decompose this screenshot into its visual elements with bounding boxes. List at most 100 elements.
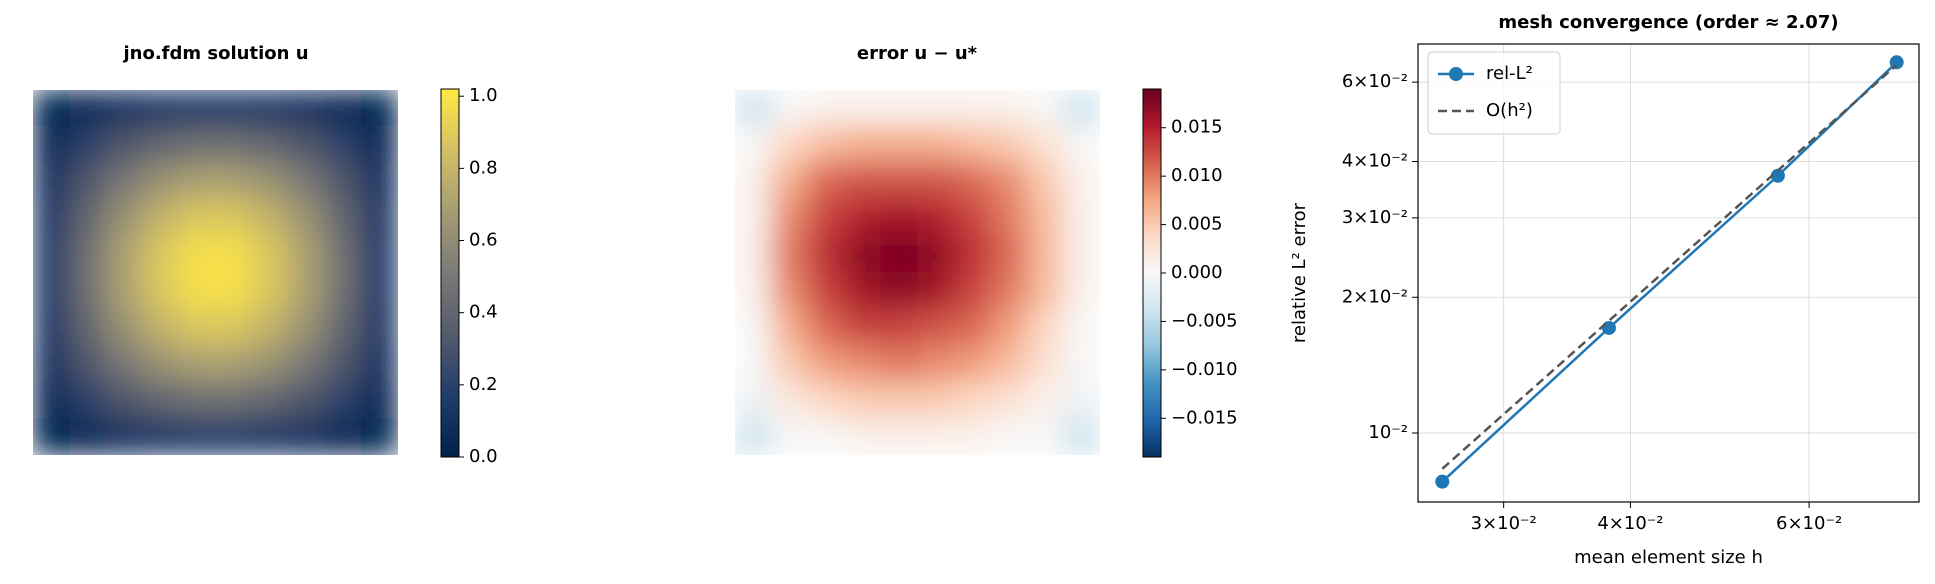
heatmap-cell: [880, 199, 918, 237]
heatmap-cell: [33, 126, 70, 164]
legend-label: rel-L²: [1486, 63, 1533, 84]
heatmap-cell: [844, 308, 882, 346]
heatmap-cell: [990, 126, 1028, 164]
heatmap-cell: [361, 126, 398, 164]
heatmap-cell: [844, 345, 882, 383]
heatmap-cell: [215, 199, 253, 237]
heatmap-cell: [771, 199, 809, 237]
heatmap-cell: [324, 235, 362, 273]
heatmap-cell: [215, 272, 253, 310]
heatmap-cell: [361, 418, 398, 455]
colorbar-tick-label: 1.0: [469, 85, 498, 106]
heatmap-cell: [807, 199, 845, 237]
heatmap-cell: [105, 199, 143, 237]
y-axis-label: relative L² error: [1289, 202, 1310, 343]
heatmap-cell: [105, 418, 143, 455]
heatmap-cell: [251, 418, 289, 455]
colorbar-tick-label: 0.4: [469, 302, 498, 323]
heatmap-cell: [917, 418, 955, 455]
heatmap-cell: [880, 235, 918, 273]
panel-title: error u − u*: [857, 43, 978, 64]
series-marker: [1435, 474, 1450, 489]
heatmap-cell: [215, 126, 253, 164]
heatmap-cell: [324, 272, 362, 310]
heatmap-cell: [215, 381, 253, 419]
heatmap-cell: [917, 381, 955, 419]
heatmap-cell: [251, 199, 289, 237]
colorbar-tick-label: 0.0: [469, 446, 498, 467]
heatmap-cell: [142, 308, 180, 346]
heatmap-cell: [69, 308, 107, 346]
heatmap-cell: [69, 199, 107, 237]
heatmap-cell: [880, 126, 918, 164]
heatmap-cell: [324, 418, 362, 455]
heatmap-cell: [142, 162, 180, 200]
heatmap-cell: [844, 162, 882, 200]
heatmap-cell: [735, 235, 772, 273]
heatmap-cell: [178, 308, 216, 346]
y-tick-label: 4×10⁻²: [1342, 151, 1408, 172]
heatmap-cell: [288, 162, 326, 200]
heatmap-cell: [917, 308, 955, 346]
heatmap-cell: [324, 126, 362, 164]
heatmap-cell: [807, 162, 845, 200]
heatmap-cell: [288, 418, 326, 455]
heatmap-cell: [33, 272, 70, 310]
heatmap-cell: [361, 162, 398, 200]
heatmap-cell: [142, 199, 180, 237]
heatmap-cell: [288, 235, 326, 273]
heatmap-cell: [105, 272, 143, 310]
heatmap-cell: [807, 308, 845, 346]
colorbar-tick-label: 0.010: [1171, 165, 1223, 186]
heatmap-cell: [288, 308, 326, 346]
heatmap-cell: [251, 381, 289, 419]
heatmap-cell: [178, 126, 216, 164]
heatmap-cell: [844, 126, 882, 164]
heatmap-cell: [735, 272, 772, 310]
heatmap-cell: [142, 381, 180, 419]
heatmap-cell: [1026, 199, 1064, 237]
heatmap-cell: [324, 162, 362, 200]
heatmap-cell: [361, 235, 398, 273]
heatmap-cell: [953, 272, 991, 310]
heatmap-cell: [735, 199, 772, 237]
heatmap-cell: [990, 235, 1028, 273]
heatmap-cell: [844, 90, 882, 127]
colorbar-tick-label: 0.015: [1171, 117, 1223, 138]
heatmap-cell: [1063, 272, 1100, 310]
colorbar-tick-label: 0.000: [1171, 262, 1223, 283]
heatmap-cell: [990, 199, 1028, 237]
heatmap-cell: [69, 418, 107, 455]
heatmap-cell: [917, 126, 955, 164]
heatmap-cell: [142, 345, 180, 383]
series-marker: [1770, 168, 1785, 183]
heatmap-cell: [1026, 90, 1064, 127]
heatmap-cell: [917, 235, 955, 273]
x-tick-label: 4×10⁻²: [1597, 513, 1663, 534]
heatmap-cell: [807, 272, 845, 310]
heatmap-cell: [142, 272, 180, 310]
heatmap-cell: [251, 90, 289, 127]
heatmap-cell: [288, 272, 326, 310]
series-marker: [1889, 55, 1904, 70]
heatmap-cell: [807, 235, 845, 273]
heatmap-cell: [844, 235, 882, 273]
heatmap-cell: [771, 345, 809, 383]
heatmap-cell: [917, 162, 955, 200]
heatmap-cell: [69, 345, 107, 383]
heatmap-cell: [953, 90, 991, 127]
heatmap-cell: [990, 345, 1028, 383]
heatmap-cell: [953, 199, 991, 237]
heatmap-cell: [880, 418, 918, 455]
heatmap-cell: [288, 381, 326, 419]
heatmap-cell: [324, 381, 362, 419]
heatmap-cell: [771, 90, 809, 127]
heatmap-cell: [953, 308, 991, 346]
heatmap-cell: [771, 418, 809, 455]
heatmap-cell: [807, 381, 845, 419]
heatmap-cell: [215, 90, 253, 127]
legend-marker: [1449, 67, 1463, 81]
heatmap-cell: [361, 199, 398, 237]
heatmap-cell: [953, 162, 991, 200]
